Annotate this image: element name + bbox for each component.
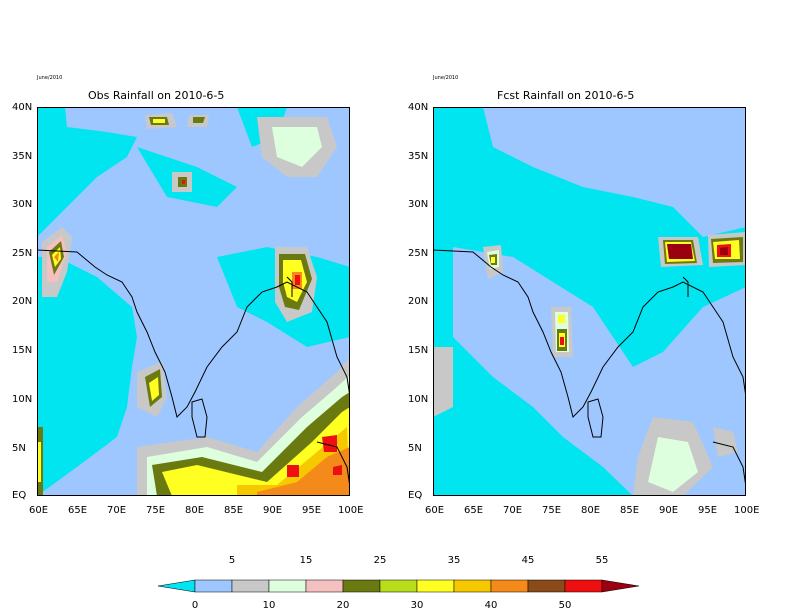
lon-tick: 70E: [107, 505, 127, 516]
right-sri-lanka: [587, 398, 604, 438]
left-rain-blob-south-india: [137, 362, 167, 417]
colorbar-label: 35: [447, 555, 461, 566]
lat-tick: 30N: [12, 199, 33, 210]
lon-tick: 60E: [425, 505, 445, 516]
lat-tick: 35N: [12, 151, 33, 162]
colorbar-bin: [564, 579, 603, 593]
lon-tick: 75E: [542, 505, 562, 516]
right-west-gray: [433, 347, 453, 417]
colorbar-label: 30: [410, 600, 424, 611]
left-map: [37, 107, 350, 496]
right-rain-blob-india-west: [551, 307, 573, 357]
left-coastline: [37, 249, 350, 418]
lat-tick: 10N: [12, 394, 33, 405]
lat-tick: 30N: [408, 199, 429, 210]
left-rain-blob-northeast: [257, 117, 337, 322]
left-rain-blob-southeast: [37, 357, 350, 496]
right-title: Fcst Rainfall on 2010-6-5: [497, 89, 635, 102]
colorbar-bin: [342, 579, 381, 593]
colorbar-bin: [453, 579, 492, 593]
lat-tick: 25N: [408, 248, 429, 259]
lon-tick: 60E: [29, 505, 49, 516]
lon-tick: 85E: [620, 505, 640, 516]
colorbar-label: 5: [228, 555, 236, 566]
lat-tick: 5N: [408, 443, 422, 454]
colorbar-label: 20: [336, 600, 350, 611]
lat-tick: 5N: [12, 443, 26, 454]
colorbar-bin: [490, 579, 529, 593]
colorbar-bin: [158, 579, 196, 593]
lon-tick: 65E: [68, 505, 88, 516]
colorbar-bin: [379, 579, 418, 593]
lat-tick: 20N: [12, 296, 33, 307]
colorbar-label: 15: [299, 555, 313, 566]
colorbar-label: 45: [521, 555, 535, 566]
lon-tick: 90E: [263, 505, 283, 516]
lon-tick: 100E: [734, 505, 760, 516]
lon-tick: 95E: [698, 505, 718, 516]
lon-tick: 90E: [659, 505, 679, 516]
right-coastline: [433, 249, 746, 418]
colorbar-bin: [305, 579, 344, 593]
colorbar-label: 25: [373, 555, 387, 566]
colorbar-label: 55: [595, 555, 609, 566]
lon-tick: 80E: [185, 505, 205, 516]
lat-tick: 15N: [408, 345, 429, 356]
lat-tick: 40N: [12, 102, 33, 113]
lon-tick: 95E: [302, 505, 322, 516]
colorbar-label: 40: [484, 600, 498, 611]
lon-tick: 75E: [146, 505, 166, 516]
lat-tick: 15N: [12, 345, 33, 356]
left-sri-lanka: [191, 398, 208, 438]
lat-tick: EQ: [408, 490, 423, 501]
colorbar-label: 10: [262, 600, 276, 611]
colorbar: [158, 579, 640, 593]
colorbar-bin: [416, 579, 455, 593]
lat-tick: 25N: [12, 248, 33, 259]
right-date-label: June/2010: [433, 75, 459, 81]
lon-tick: 85E: [224, 505, 244, 516]
lon-tick: 80E: [581, 505, 601, 516]
colorbar-bin: [601, 579, 640, 593]
lat-tick: 20N: [408, 296, 429, 307]
lat-tick: 35N: [408, 151, 429, 162]
left-title: Obs Rainfall on 2010-6-5: [88, 89, 225, 102]
right-map: [433, 107, 746, 496]
left-date-label: June/2010: [37, 75, 63, 81]
lon-tick: 70E: [503, 505, 523, 516]
left-no-rain-region: [37, 107, 137, 237]
right-rain-blob-gujarat: [483, 245, 503, 279]
lon-tick: 100E: [338, 505, 364, 516]
colorbar-bin: [527, 579, 566, 593]
left-arabian-sea-dry: [37, 257, 137, 496]
right-rain-blob-northeast: [658, 232, 746, 267]
lat-tick: EQ: [12, 490, 27, 501]
left-rain-blob-west: [42, 227, 72, 297]
right-north-light-rain: [483, 107, 746, 237]
colorbar-label: 0: [191, 600, 199, 611]
lon-tick: 65E: [464, 505, 484, 516]
colorbar-bin: [231, 579, 270, 593]
colorbar-label: 50: [558, 600, 572, 611]
colorbar-bin: [194, 579, 233, 593]
colorbar-bin: [268, 579, 307, 593]
lat-tick: 40N: [408, 102, 429, 113]
lat-tick: 10N: [408, 394, 429, 405]
left-rain-blob-himalaya: [145, 113, 209, 192]
